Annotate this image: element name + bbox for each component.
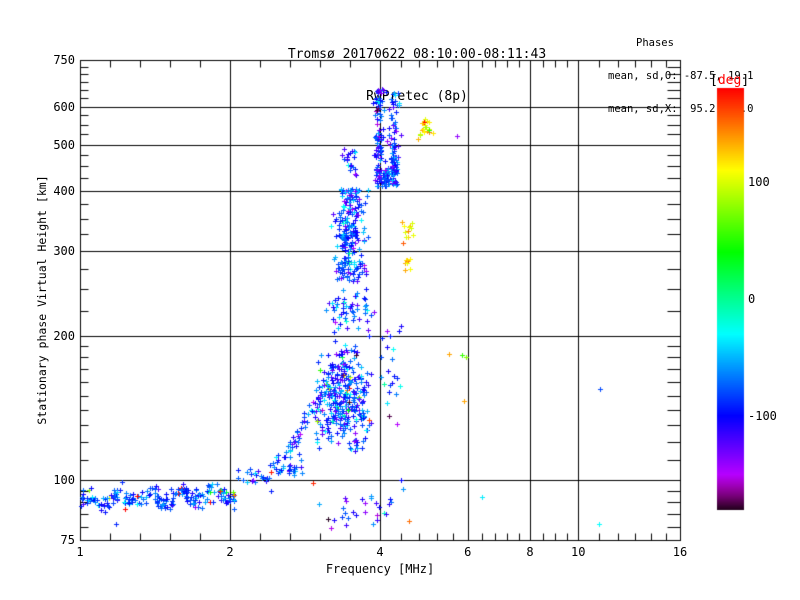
- x-tick-label: 10: [571, 545, 586, 559]
- y-tick-label: 500: [53, 137, 75, 152]
- x-tick-label: 2: [226, 545, 234, 559]
- y-tick-label: 100: [53, 473, 75, 488]
- x-tick-label: 8: [526, 545, 534, 559]
- y-tick-label: 750: [53, 53, 75, 67]
- x-tick-label: 4: [376, 545, 384, 559]
- y-tick-label: 300: [53, 244, 75, 258]
- y-tick-label: 200: [53, 328, 75, 343]
- colorbar-tick-label: -100: [748, 409, 777, 424]
- x-axis-title: Frequency [MHz]: [325, 562, 435, 576]
- colorbar-bracket-open: [: [710, 73, 718, 88]
- x-tick-label: 1: [76, 545, 84, 559]
- y-axis-title: Stationary phase Virtual Height [km]: [35, 175, 49, 425]
- colorbar-tick-label: 100: [748, 174, 770, 189]
- x-tick-label: 16: [672, 545, 688, 559]
- colorbar-unit-text: deg: [717, 73, 742, 88]
- colorbar-bracket-close: ]: [741, 73, 750, 88]
- y-tick-label: 400: [53, 184, 75, 199]
- colorbar-tick-label: 0: [748, 292, 756, 306]
- x-tick-label: 6: [464, 545, 472, 559]
- colorbar-unit-label: [deg]: [710, 73, 749, 88]
- y-tick-label: 75: [60, 533, 75, 547]
- y-tick-label: 600: [53, 99, 75, 114]
